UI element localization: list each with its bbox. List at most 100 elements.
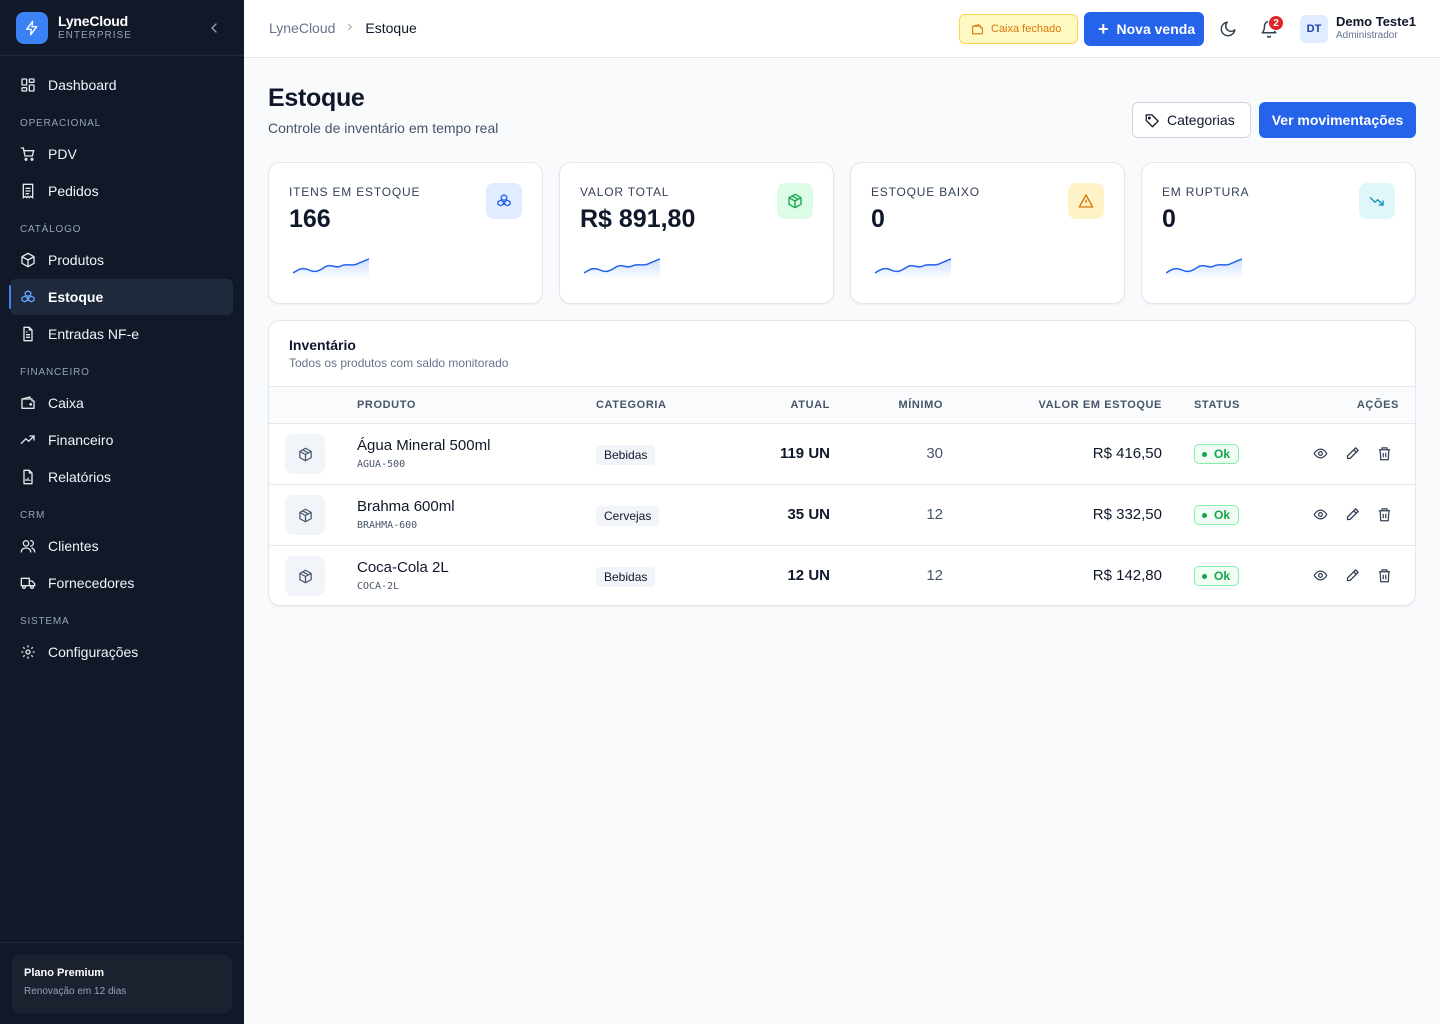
kpi-value: R$ 891,80	[580, 205, 696, 233]
sidebar-item-label: Relatórios	[48, 469, 112, 485]
plus-icon: +	[1098, 19, 1109, 39]
plan-box: Plano Premium Renovação em 12 dias	[0, 942, 244, 1024]
user-menu[interactable]: Demo Teste1 Administrador	[1336, 15, 1416, 41]
table-row[interactable]: Brahma 600ml BRAHMA-600 Cervejas 35 UN 1…	[269, 485, 1415, 546]
sidebar: LyneCloud ENTERPRISE Dashboard OPERACION…	[0, 0, 244, 1024]
sidebar-item-label: Pedidos	[48, 183, 99, 199]
section-financeiro: FINANCEIRO	[20, 367, 90, 378]
category-chip: Bebidas	[596, 445, 656, 465]
cart-icon	[20, 147, 35, 161]
sidebar-item-clientes[interactable]: Clientes	[10, 528, 233, 564]
category-chip: Cervejas	[596, 506, 660, 526]
pencil-icon[interactable]	[1345, 568, 1361, 584]
column-header-produto[interactable]: PRODUTO	[357, 399, 417, 411]
sidebar-item-label: Produtos	[48, 252, 105, 268]
chevron-left-icon[interactable]	[206, 20, 222, 36]
new-sale-label: Nova venda	[1116, 21, 1196, 37]
sidebar-item-produtos[interactable]: Produtos	[10, 242, 233, 278]
current-qty: 35 UN	[787, 506, 830, 523]
wallet-icon	[21, 396, 35, 409]
sidebar-item-estoque[interactable]: Estoque	[9, 279, 233, 315]
current-qty: 119 UN	[779, 445, 830, 462]
trash-icon[interactable]	[1377, 507, 1393, 523]
pencil-icon[interactable]	[1345, 507, 1361, 523]
pencil-icon[interactable]	[1345, 446, 1361, 462]
min-qty: 12	[926, 506, 943, 523]
file-text-icon	[23, 326, 33, 342]
product-sku: COCA-2L	[357, 581, 400, 592]
plan-card[interactable]: Plano Premium Renovação em 12 dias	[12, 955, 232, 1013]
section-catalogo: CATÁLOGO	[20, 224, 82, 235]
notification-count-badge: 2	[1268, 15, 1284, 31]
receipt-icon	[22, 183, 34, 199]
cash-status-label: Caixa fechado	[991, 23, 1062, 35]
kpi-value: 0	[871, 205, 885, 233]
stock-value: R$ 416,50	[1092, 445, 1162, 462]
inventory-title: Inventário	[289, 337, 356, 353]
sidebar-item-relatorios[interactable]: Relatórios	[10, 459, 233, 495]
sidebar-item-pdv[interactable]: PDV	[10, 136, 233, 172]
eye-icon[interactable]	[1313, 568, 1329, 584]
column-header-categoria[interactable]: CATEGORIA	[596, 399, 667, 411]
package-icon	[21, 252, 35, 268]
product-name: Água Mineral 500ml	[357, 437, 491, 454]
user-name: Demo Teste1	[1336, 14, 1416, 29]
topbar: LyneCloud Estoque Caixa fechado + Nova v…	[244, 0, 1440, 58]
package-icon	[777, 183, 813, 219]
breadcrumb-root[interactable]: LyneCloud	[269, 20, 336, 36]
table-row[interactable]: Água Mineral 500ml AGUA-500 Bebidas 119 …	[269, 424, 1415, 485]
sidebar-item-entradas[interactable]: Entradas NF-e	[10, 316, 233, 352]
stock-value: R$ 332,50	[1092, 506, 1162, 523]
sidebar-item-configuracoes[interactable]: Configurações	[10, 634, 233, 670]
column-header-acoes: AÇÕES	[1356, 399, 1399, 411]
sidebar-item-label: Clientes	[48, 538, 99, 554]
sparkline	[293, 258, 369, 279]
truck-icon	[20, 577, 36, 589]
lightning-icon	[16, 11, 48, 44]
sparkline	[1166, 258, 1242, 279]
column-header-status[interactable]: STATUS	[1194, 399, 1240, 411]
sidebar-item-label: Fornecedores	[48, 575, 135, 591]
sidebar-item-dashboard[interactable]: Dashboard	[10, 67, 233, 103]
sidebar-item-fornecedores[interactable]: Fornecedores	[10, 565, 233, 601]
brand[interactable]: LyneCloud ENTERPRISE	[0, 0, 244, 56]
kpi-value: 0	[1162, 205, 1176, 233]
cash-status-badge[interactable]: Caixa fechado	[959, 14, 1078, 44]
section-operacional: OPERACIONAL	[20, 118, 102, 129]
sidebar-item-financeiro[interactable]: Financeiro	[10, 422, 233, 458]
categories-button[interactable]: Categorias	[1132, 102, 1251, 138]
trash-icon[interactable]	[1377, 446, 1393, 462]
eye-icon[interactable]	[1313, 446, 1329, 462]
sidebar-item-label: PDV	[48, 146, 77, 162]
section-crm: CRM	[20, 510, 46, 521]
product-sku: AGUA-500	[357, 459, 406, 470]
moon-icon[interactable]	[1219, 20, 1237, 38]
new-sale-button[interactable]: + Nova venda	[1084, 12, 1204, 46]
column-header-atual[interactable]: ATUAL	[790, 399, 830, 411]
kpi-value: 166	[289, 205, 331, 233]
kpi-label: ITENS EM ESTOQUE	[289, 185, 421, 199]
page-subtitle: Controle de inventário em tempo real	[268, 120, 499, 136]
min-qty: 12	[926, 567, 943, 584]
product-name: Brahma 600ml	[357, 498, 455, 515]
view-movements-button[interactable]: Ver movimentações	[1259, 102, 1416, 138]
sidebar-item-caixa[interactable]: Caixa	[10, 385, 233, 421]
trash-icon[interactable]	[1377, 568, 1393, 584]
table-row[interactable]: Coca-Cola 2L COCA-2L Bebidas 12 UN 12 R$…	[269, 546, 1415, 605]
trending-down-icon	[1359, 183, 1395, 219]
boxes-icon	[21, 290, 35, 303]
package-icon	[285, 434, 325, 474]
sidebar-nav: Dashboard OPERACIONAL PDV Pedidos CATÁLO…	[0, 56, 244, 670]
kpi-card-low-stock: ESTOQUE BAIXO 0	[850, 162, 1125, 304]
package-icon	[285, 556, 325, 596]
sidebar-item-label: Financeiro	[48, 432, 114, 448]
sidebar-item-pedidos[interactable]: Pedidos	[10, 173, 233, 209]
inventory-table-card: Inventário Todos os produtos com saldo m…	[268, 320, 1416, 606]
avatar[interactable]: DT	[1300, 15, 1328, 43]
chevron-right-icon	[345, 21, 355, 35]
kpi-label: EM RUPTURA	[1162, 185, 1250, 199]
categories-label: Categorias	[1167, 112, 1235, 128]
eye-icon[interactable]	[1313, 507, 1329, 523]
column-header-minimo[interactable]: MÍNIMO	[898, 399, 943, 411]
column-header-valor[interactable]: VALOR EM ESTOQUE	[1038, 399, 1162, 411]
